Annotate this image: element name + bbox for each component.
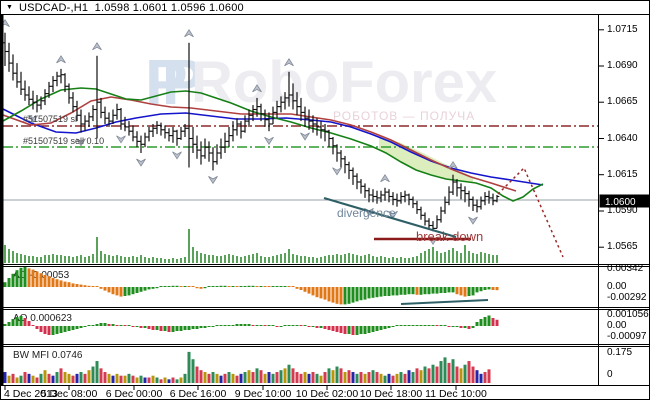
roboforex-brand-watermark: RoboForex — [191, 50, 498, 115]
fractal-down-icon — [136, 158, 146, 167]
fractal-up-icon — [184, 29, 194, 38]
fractal-down-icon — [388, 210, 398, 219]
chart-title-bar: ▼ USDCAD-,H1 1.0598 1.0601 1.0596 1.0600 — [1, 1, 649, 14]
left-frame-edge — [1, 14, 4, 386]
fractal-down-icon — [468, 216, 478, 225]
indicator-label-AO: AO 0.000623 — [13, 313, 72, 324]
ac-divergence-line[interactable] — [400, 299, 489, 305]
fractal-down-icon — [76, 138, 86, 147]
roboforex-logo-watermark: PP — [145, 46, 204, 118]
divergence-trendline[interactable] — [323, 196, 457, 239]
fractal-up-icon — [284, 58, 294, 67]
fractal-up-icon — [448, 160, 458, 170]
price-axis[interactable] — [598, 14, 649, 386]
fractal-up-icon — [92, 42, 102, 51]
fractal-up-icon — [252, 84, 262, 93]
forecast-dotted-line — [497, 166, 564, 258]
time-axis[interactable] — [1, 386, 649, 399]
fractal-down-icon — [116, 135, 126, 144]
fractal-down-icon — [264, 136, 274, 145]
alligator-jaw-line — [2, 108, 544, 186]
roboforex-promo-watermark: РОБОТОВ — ПОЛУЧА — [333, 109, 476, 123]
symbol-dropdown-icon[interactable]: ▼ — [6, 4, 13, 11]
fractal-down-icon — [300, 132, 310, 141]
fractal-down-icon — [208, 176, 218, 185]
alligator-teeth-line — [2, 96, 517, 192]
fractal-up-icon — [380, 174, 390, 183]
chart-title: USDCAD-,H1 1.0598 1.0601 1.0596 1.0600 — [18, 1, 244, 14]
fractal-up-icon — [56, 55, 66, 64]
current-price-value: 1.0600 — [605, 197, 636, 208]
indicator-label-BW MFI: BW MFI 0.0746 — [13, 350, 83, 361]
fractal-down-icon — [332, 167, 342, 176]
fractal-down-icon — [28, 115, 38, 124]
alligator-lips-line — [2, 87, 544, 202]
fractal-down-icon — [172, 151, 182, 160]
current-price-box — [599, 194, 649, 208]
